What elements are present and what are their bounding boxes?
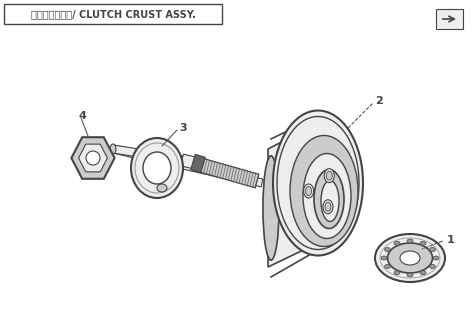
Ellipse shape <box>400 251 420 265</box>
Ellipse shape <box>384 248 391 251</box>
Text: 3: 3 <box>179 123 187 133</box>
Ellipse shape <box>131 138 183 198</box>
Ellipse shape <box>157 184 167 192</box>
Ellipse shape <box>314 170 344 228</box>
Ellipse shape <box>433 256 439 260</box>
Polygon shape <box>181 154 201 170</box>
Ellipse shape <box>304 184 314 198</box>
Text: 1: 1 <box>447 235 455 245</box>
Ellipse shape <box>290 136 358 247</box>
Ellipse shape <box>86 151 100 165</box>
Ellipse shape <box>110 144 116 154</box>
Ellipse shape <box>420 271 426 275</box>
Text: 离合器外坡组合/ CLUTCH CRUST ASSY.: 离合器外坡组合/ CLUTCH CRUST ASSY. <box>30 9 195 19</box>
Polygon shape <box>72 137 115 179</box>
Ellipse shape <box>375 234 445 282</box>
Text: 2: 2 <box>375 96 383 106</box>
FancyBboxPatch shape <box>4 4 222 24</box>
FancyBboxPatch shape <box>436 9 463 29</box>
Ellipse shape <box>429 265 436 269</box>
Ellipse shape <box>381 256 387 260</box>
Polygon shape <box>112 145 183 164</box>
Ellipse shape <box>323 200 333 214</box>
Polygon shape <box>268 123 318 267</box>
Polygon shape <box>195 157 259 188</box>
Ellipse shape <box>407 273 413 277</box>
Ellipse shape <box>429 248 436 251</box>
Ellipse shape <box>306 186 311 195</box>
Text: 4: 4 <box>79 111 87 121</box>
Ellipse shape <box>407 239 413 243</box>
Ellipse shape <box>388 243 432 273</box>
Polygon shape <box>191 154 205 173</box>
Ellipse shape <box>325 202 331 211</box>
Ellipse shape <box>277 116 359 249</box>
Polygon shape <box>79 144 108 172</box>
Ellipse shape <box>135 143 179 193</box>
Ellipse shape <box>263 156 279 260</box>
Ellipse shape <box>273 111 363 255</box>
Ellipse shape <box>324 169 334 182</box>
Ellipse shape <box>394 271 400 275</box>
Polygon shape <box>112 145 263 187</box>
Ellipse shape <box>394 241 400 245</box>
Ellipse shape <box>384 265 391 269</box>
Ellipse shape <box>303 153 351 239</box>
Ellipse shape <box>143 152 171 184</box>
Ellipse shape <box>326 171 332 180</box>
Ellipse shape <box>321 181 339 221</box>
Ellipse shape <box>420 241 426 245</box>
